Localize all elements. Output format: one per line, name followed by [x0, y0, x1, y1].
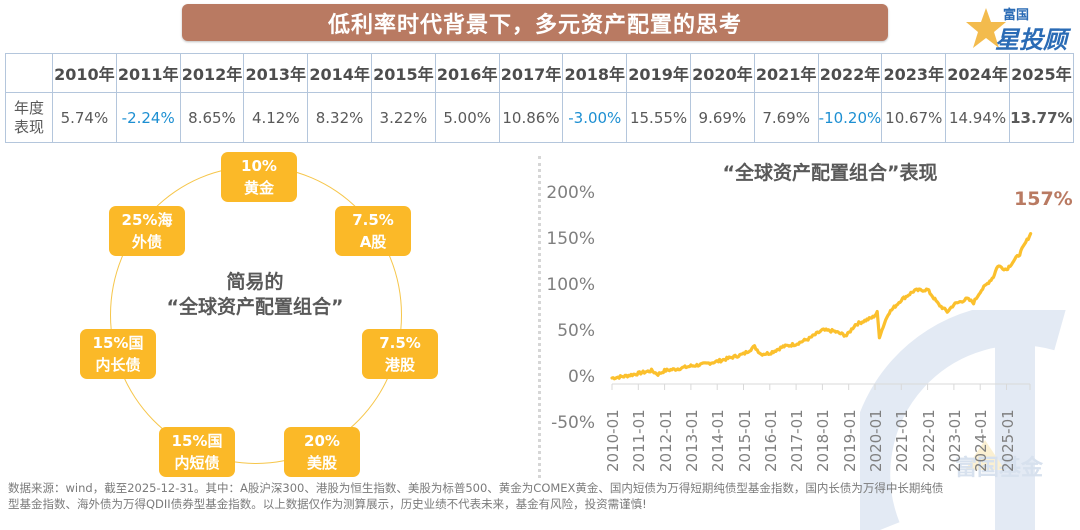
portfolio-label: 简易的 “全球资产配置组合” — [120, 270, 390, 320]
footnote-line2: 型基金指数、海外债为万得QDII债券型基金指数。以上数据仅作为测算展示，历史业绩… — [8, 497, 647, 511]
line-chart — [610, 232, 1033, 390]
x-tick-label: 2016-01 — [761, 409, 780, 472]
return-cell-negative: -2.24% — [115, 92, 181, 143]
year-header: 2014年 — [307, 53, 372, 93]
allocation-chip-overseas-bonds: 25%海 外债 — [109, 206, 185, 256]
x-tick-label: 2012-01 — [656, 409, 675, 472]
final-return-annotation: 157% — [1014, 188, 1073, 210]
chip-asset: A股 — [359, 233, 387, 251]
brand-logo: 富国 星投顾 — [965, 2, 1075, 54]
year-header: 2021年 — [753, 53, 819, 93]
return-cell-negative: -3.00% — [562, 92, 628, 143]
chart-title: “全球资产配置组合”表现 — [722, 162, 938, 184]
page-title: 低利率时代背景下，多元资产配置的思考 — [182, 4, 888, 41]
year-header: 2020年 — [689, 53, 755, 93]
section-divider — [538, 156, 541, 478]
return-cell-negative: -10.20% — [817, 92, 883, 143]
y-tick-label: 0% — [568, 367, 595, 387]
y-tick-label: -50% — [551, 413, 595, 433]
year-header: 2012年 — [179, 53, 245, 93]
x-tick-label: 2014-01 — [709, 409, 728, 472]
chip-asset: 外债 — [131, 233, 162, 251]
x-tick-label: 2021-01 — [893, 409, 912, 472]
brand-name-main: 星投顾 — [995, 26, 1067, 54]
x-axis-ticks — [611, 384, 1031, 390]
x-tick-label: 2013-01 — [682, 409, 701, 472]
table-header-row: 2010年 2011年 2012年 2013年 2014年 2015年 2016… — [5, 53, 1074, 93]
allocation-chip-gold: 10% 黄金 — [221, 152, 297, 202]
x-tick-label: 2015-01 — [735, 409, 754, 472]
x-tick-label: 2019-01 — [840, 409, 859, 472]
x-tick-label: 2023-01 — [945, 409, 964, 472]
return-cell-latest: 13.77% — [1008, 92, 1074, 143]
return-cell: 4.12% — [243, 92, 309, 143]
return-cell: 5.00% — [434, 92, 500, 143]
y-tick-label: 200% — [546, 183, 595, 203]
chip-asset: 黄金 — [243, 179, 274, 197]
brand-name-top: 富国 — [1003, 8, 1030, 23]
year-header: 2024年 — [945, 53, 1010, 93]
year-header: 2025年 — [1008, 53, 1074, 93]
footnote: 数据来源：wind，截至2025-12-31。其中：A股沪深300、港股为恒生指… — [8, 480, 1078, 512]
chip-asset: 港股 — [384, 356, 415, 374]
x-tick-label: 2017-01 — [788, 409, 807, 472]
footnote-line1: 数据来源：wind，截至2025-12-31。其中：A股沪深300、港股为恒生指… — [8, 481, 944, 495]
year-header: 2013年 — [243, 53, 309, 93]
allocation-chip-a-shares: 7.5% A股 — [335, 206, 411, 256]
year-header: 2010年 — [52, 53, 117, 93]
y-tick-label: 150% — [546, 229, 595, 249]
year-header: 2017年 — [498, 53, 564, 93]
chip-pct: 20% — [304, 432, 340, 450]
allocation-chip-hk-stocks: 7.5% 港股 — [362, 329, 438, 379]
chip-pct: 7.5% — [379, 334, 421, 352]
row-label-line: 表现 — [13, 117, 44, 136]
year-header: 2022年 — [817, 53, 883, 93]
allocation-chip-us-stocks: 20% 美股 — [284, 427, 360, 477]
return-cell: 3.22% — [370, 92, 436, 143]
chip-asset: 内短债 — [174, 454, 220, 472]
table-corner-cell — [5, 53, 53, 93]
portfolio-label-line2: “全球资产配置组合” — [166, 296, 344, 318]
x-tick-label: 2010-01 — [604, 409, 622, 472]
x-tick-label: 2011-01 — [630, 409, 649, 472]
x-tick-label: 2024-01 — [972, 409, 991, 472]
x-tick-label: 2022-01 — [919, 409, 938, 472]
year-header: 2016年 — [434, 53, 500, 93]
chip-asset: 美股 — [306, 454, 337, 472]
table-row: 年度 表现 5.74% -2.24% 8.65% 4.12% 8.32% 3.2… — [5, 92, 1074, 143]
year-header: 2015年 — [370, 53, 436, 93]
return-cell: 14.94% — [945, 92, 1010, 143]
chip-pct: 25%海 — [121, 211, 173, 229]
x-tick-label: 2025-01 — [998, 409, 1017, 472]
allocation-chip-domestic-long-bonds: 15%国 内长债 — [80, 329, 156, 379]
return-cell: 15.55% — [626, 92, 691, 143]
chip-asset: 内长债 — [95, 356, 141, 374]
y-tick-label: 50% — [557, 321, 595, 341]
y-tick-label: 100% — [546, 275, 595, 295]
row-label: 年度 表现 — [5, 92, 53, 143]
allocation-chip-domestic-short-bonds: 15%国 内短债 — [159, 427, 235, 477]
portfolio-label-line1: 简易的 — [226, 271, 284, 293]
annual-returns-table: 2010年 2011年 2012年 2013年 2014年 2015年 2016… — [5, 53, 1074, 143]
row-label-line: 年度 — [13, 98, 44, 117]
portfolio-return-line — [610, 232, 1033, 381]
year-header: 2023年 — [881, 53, 947, 93]
chip-pct: 10% — [241, 157, 277, 175]
star-icon — [966, 8, 1006, 48]
chip-pct: 15%国 — [171, 432, 223, 450]
chip-pct: 15%国 — [92, 334, 144, 352]
x-tick-label: 2018-01 — [814, 409, 833, 472]
return-cell: 9.69% — [689, 92, 755, 143]
x-tick-label: 2020-01 — [867, 409, 885, 472]
chip-pct: 7.5% — [352, 211, 394, 229]
